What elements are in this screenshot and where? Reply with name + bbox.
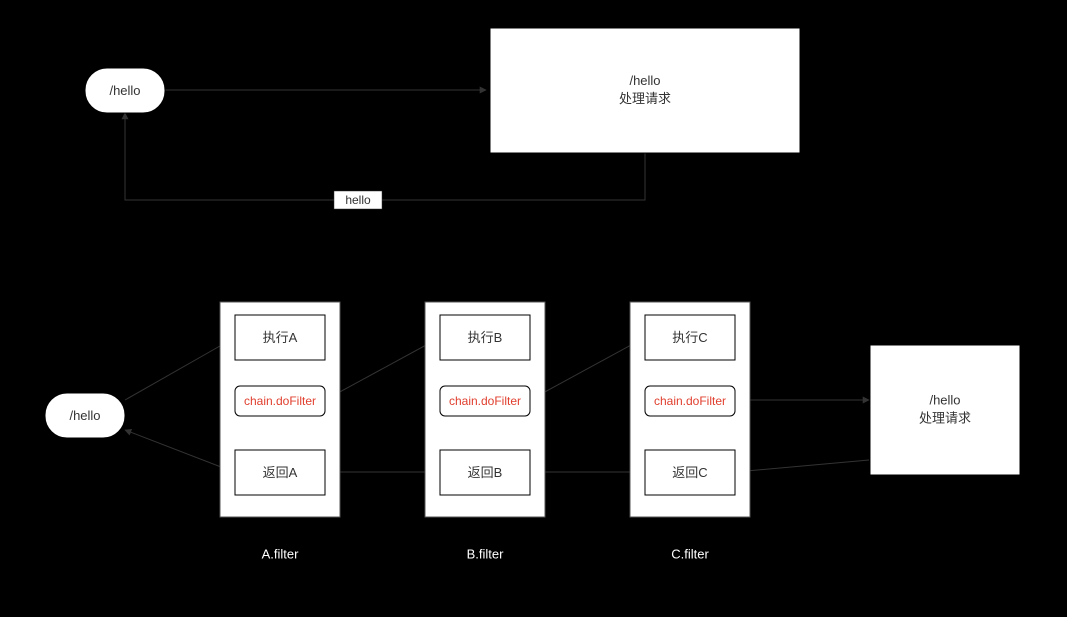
filter-A-chain: chain.doFilter (235, 386, 325, 416)
filter-C-chain-label: chain.doFilter (654, 394, 726, 408)
filter-A-chain-label: chain.doFilter (244, 394, 316, 408)
filter-C-exec: 执行C (645, 315, 735, 360)
filter-B-caption: B.filter (467, 546, 505, 561)
filter-C-caption: C.filter (671, 546, 709, 561)
filter-C-return-label: 返回C (672, 465, 707, 480)
filter-B-return: 返回B (440, 450, 530, 495)
filter-B-chain-label: chain.doFilter (449, 394, 521, 408)
bottom-start-node-label: /hello (69, 408, 100, 423)
top-handler-node: /hello 处理请求 (490, 28, 800, 153)
bottom-start-node: /hello (45, 393, 125, 438)
filter-B-return-label: 返回B (468, 465, 503, 480)
filter-C-chain: chain.doFilter (645, 386, 735, 416)
bottom-edge-handler_to_C_ret (735, 460, 869, 472)
filter-B-chain: chain.doFilter (440, 386, 530, 416)
filter-B-exec: 执行B (440, 315, 530, 360)
filter-A-exec-label: 执行A (263, 330, 298, 345)
bottom-edge-B_chain_to_C_exec (530, 338, 644, 400)
top-start-node: /hello (85, 68, 165, 113)
bottom-handler-node: /hello 处理请求 (870, 345, 1020, 475)
top-start-node-label: /hello (109, 83, 140, 98)
filter-B-exec-label: 执行B (468, 330, 503, 345)
top-handler-node-line-0: /hello (629, 73, 660, 88)
bottom-handler-node-line-1: 处理请求 (919, 410, 971, 425)
filter-A-return: 返回A (235, 450, 325, 495)
filter-A-return-label: 返回A (263, 465, 298, 480)
top-handler-node-line-1: 处理请求 (619, 91, 671, 106)
top-edge-response-label: hello (345, 193, 371, 207)
bottom-handler-node-line-0: /hello (929, 392, 960, 407)
filter-A-exec: 执行A (235, 315, 325, 360)
filter-C-return: 返回C (645, 450, 735, 495)
bottom-edge-A_return_to_start (125, 430, 234, 472)
bottom-edge-start_to_A_exec (125, 338, 234, 400)
filter-C-exec-label: 执行C (672, 330, 707, 345)
bottom-edge-A_chain_to_B_exec (325, 338, 439, 400)
filter-A-caption: A.filter (262, 546, 300, 561)
